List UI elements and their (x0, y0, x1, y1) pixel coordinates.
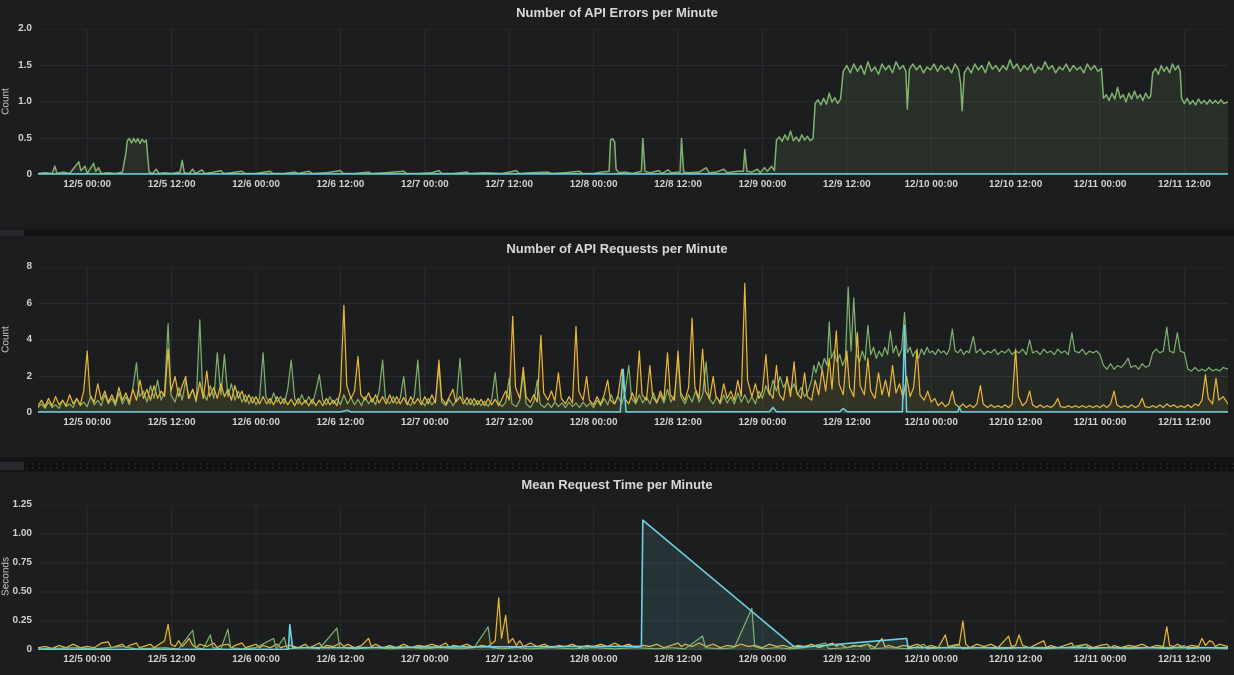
y-axis-tick-label: 6 (26, 297, 32, 309)
plot-area[interactable] (38, 505, 1228, 650)
series-fill-blue (38, 520, 1228, 650)
series-line-yellow (38, 597, 1228, 649)
x-axis-tick-label: 12/7 12:00 (485, 417, 534, 428)
y-axis-tick-label: 1.0 (18, 96, 32, 107)
series-fill-green (38, 59, 1228, 175)
x-axis-tick-label: 12/6 12:00 (316, 654, 365, 665)
x-axis-tick-label: 12/9 00:00 (738, 654, 787, 665)
x-axis-tick-label: 12/6 00:00 (232, 654, 280, 665)
panel-title-api-requests[interactable]: Number of API Requests per Minute (0, 236, 1234, 262)
series-fill-green (38, 608, 1228, 650)
x-axis-tick-label: 12/8 00:00 (569, 417, 618, 428)
series-line-green (38, 607, 1228, 650)
y-axis-label: Seconds (0, 557, 12, 596)
x-axis-tick-label: 12/9 12:00 (822, 417, 871, 428)
y-axis-tick-label: 0.5 (18, 132, 32, 144)
row-resize-handle-1[interactable] (0, 230, 24, 236)
x-axis-tick-label: 12/9 00:00 (738, 179, 787, 190)
panel-mean-request-time: Mean Request Time per Minute Seconds 0 0.… (0, 472, 1234, 675)
plot-area[interactable] (38, 267, 1228, 413)
x-axis-tick-label: 12/6 12:00 (316, 417, 365, 428)
x-axis-tick-label: 12/6 00:00 (232, 179, 280, 190)
x-axis-tick-label: 12/5 00:00 (63, 417, 112, 428)
x-axis-tick-label: 12/8 12:00 (654, 654, 702, 665)
x-axis-tick-label: 12/7 00:00 (400, 179, 449, 190)
x-axis-tick-label: 12/8 12:00 (654, 179, 702, 190)
y-axis-tick-label: 2.0 (18, 23, 32, 34)
x-axis-tick-label: 12/10 12:00 (988, 417, 1043, 428)
series-line-blue (38, 519, 1228, 650)
x-axis-tick-label: 12/11 00:00 (1073, 654, 1127, 665)
series-line-yellow (38, 282, 1228, 409)
y-axis-tick-label: 0 (26, 169, 32, 180)
y-axis-tick-label: 1.25 (12, 499, 32, 510)
x-axis-tick-label: 12/7 00:00 (400, 417, 449, 428)
x-axis-tick-label: 12/5 00:00 (63, 179, 112, 190)
x-axis-tick-label: 12/5 12:00 (147, 179, 196, 190)
x-axis-tick-label: 12/5 00:00 (63, 654, 112, 665)
series-line-blue (38, 324, 1228, 413)
row-divider-2 (0, 457, 1234, 472)
y-axis-tick-label: 4 (26, 334, 32, 345)
x-axis-tick-label: 12/10 12:00 (988, 654, 1043, 665)
series-fill-green (38, 287, 1228, 413)
panel-title-api-errors[interactable]: Number of API Errors per Minute (0, 0, 1234, 26)
panel-api-requests: Number of API Requests per Minute Count … (0, 236, 1234, 457)
y-axis-tick-label: 0.75 (12, 557, 32, 568)
series-line-green (38, 58, 1228, 175)
series-fill-yellow (38, 283, 1228, 413)
y-axis-tick-label: 8 (26, 261, 32, 272)
x-axis-tick-label: 12/11 12:00 (1157, 654, 1211, 665)
x-axis-tick-label: 12/11 00:00 (1073, 417, 1127, 428)
plot-area[interactable] (38, 29, 1228, 175)
x-axis-tick-label: 12/11 12:00 (1157, 417, 1211, 428)
x-axis-tick-label: 12/9 12:00 (822, 654, 871, 665)
x-axis-tick-label: 12/9 12:00 (822, 179, 871, 190)
x-axis-tick-label: 12/5 12:00 (147, 417, 196, 428)
y-axis-tick-label: 1.00 (12, 528, 32, 539)
x-axis-tick-label: 12/8 00:00 (569, 179, 618, 190)
x-axis-tick-label: 12/8 12:00 (654, 417, 702, 428)
panel-title-text: Mean Request Time per Minute (521, 477, 713, 492)
y-axis-tick-label: 0 (26, 407, 32, 418)
x-axis-tick-label: 12/5 12:00 (147, 654, 196, 665)
y-axis-tick-label: 1.5 (18, 59, 32, 71)
panel-title-text: Number of API Errors per Minute (516, 5, 718, 20)
x-axis-tick-label: 12/10 00:00 (904, 179, 958, 190)
x-axis-tick-label: 12/8 00:00 (569, 654, 618, 665)
x-axis-tick-label: 12/10 12:00 (988, 179, 1043, 190)
y-axis-tick-label: 2 (26, 370, 32, 382)
x-axis-tick-label: 12/9 00:00 (738, 417, 787, 428)
x-axis-tick-label: 12/11 00:00 (1073, 179, 1127, 190)
x-axis-tick-label: 12/6 12:00 (316, 179, 365, 190)
x-axis-tick-label: 12/7 00:00 (400, 654, 449, 665)
x-axis-tick-label: 12/10 00:00 (904, 654, 958, 665)
x-axis-tick-label: 12/7 12:00 (485, 654, 534, 665)
series-line-green (38, 286, 1228, 409)
panel-title-text: Number of API Requests per Minute (506, 241, 728, 256)
y-axis-tick-label: 0.50 (12, 586, 32, 597)
row-divider-1 (0, 229, 1234, 236)
x-axis-tick-label: 12/11 12:00 (1157, 179, 1211, 190)
y-axis-tick-label: 0 (26, 644, 32, 655)
panel-title-mean-request-time[interactable]: Mean Request Time per Minute (0, 472, 1234, 498)
x-axis-tick-label: 12/10 00:00 (904, 417, 958, 428)
row-resize-handle-2[interactable] (0, 462, 24, 470)
y-axis-tick-label: 0.25 (12, 615, 32, 626)
x-axis-tick-label: 12/7 12:00 (485, 179, 534, 190)
series-fill-yellow (38, 597, 1228, 650)
row-divider-dots (0, 462, 1234, 470)
x-axis-tick-label: 12/6 00:00 (232, 417, 280, 428)
